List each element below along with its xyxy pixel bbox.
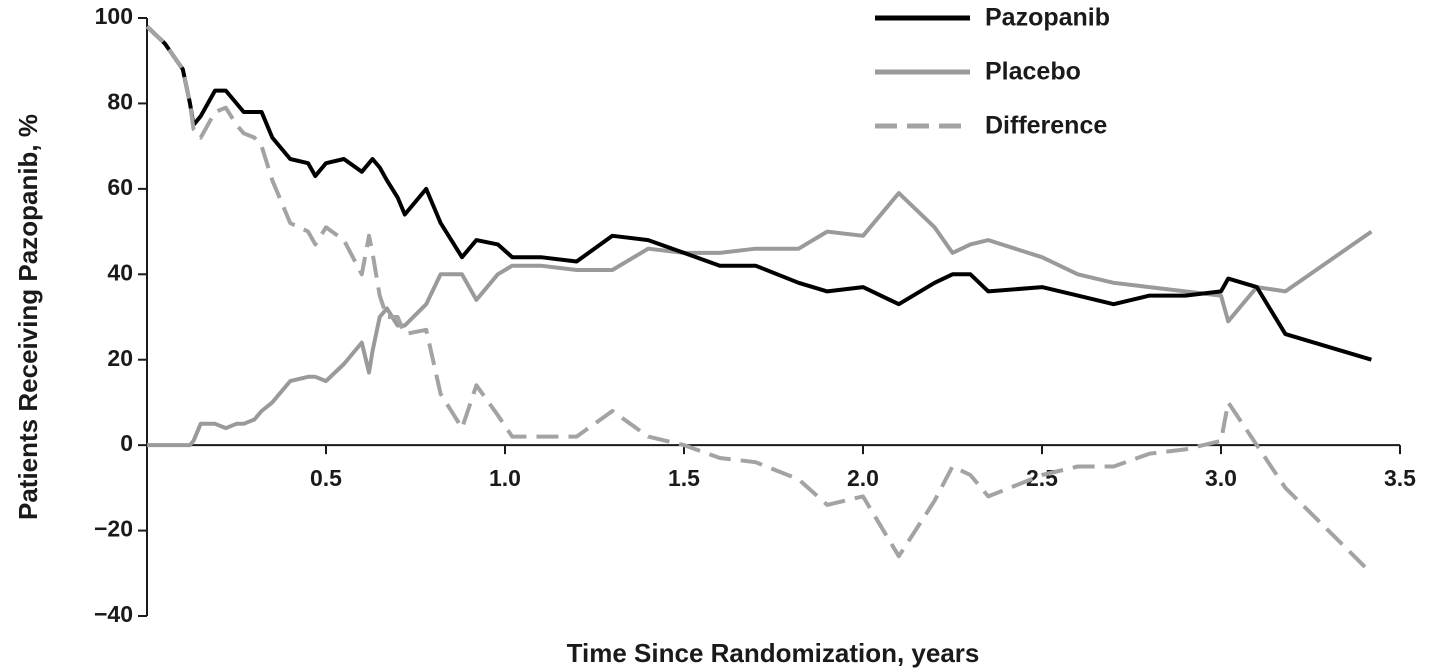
y-tick-label: 100 <box>95 3 133 29</box>
y-tick-label: −20 <box>94 516 133 542</box>
y-tick-label: 40 <box>107 259 133 285</box>
legend-label: Difference <box>985 112 1107 140</box>
y-tick-label: 20 <box>107 345 133 371</box>
x-tick-label: 1.0 <box>489 465 521 491</box>
x-tick-label: 3.0 <box>1205 465 1237 491</box>
y-tick-label: 80 <box>107 89 133 115</box>
line-series <box>145 25 1372 362</box>
y-tick-label: 0 <box>120 430 133 456</box>
y-axis-title: Patients Receiving Pazopanib, % <box>13 114 43 520</box>
legend-label: Placebo <box>985 58 1081 86</box>
y-tick-label: 60 <box>107 174 133 200</box>
y-tick-label: −40 <box>94 601 133 627</box>
x-tick-label: 1.5 <box>668 465 700 491</box>
x-tick-label: 3.5 <box>1384 465 1416 491</box>
line-series <box>145 25 1373 575</box>
line-series <box>147 191 1373 448</box>
x-tick-label: 2.0 <box>847 465 879 491</box>
x-axis-title: Time Since Randomization, years <box>567 638 980 668</box>
x-tick-label: 0.5 <box>310 465 342 491</box>
legend-label: Pazopanib <box>985 4 1110 32</box>
